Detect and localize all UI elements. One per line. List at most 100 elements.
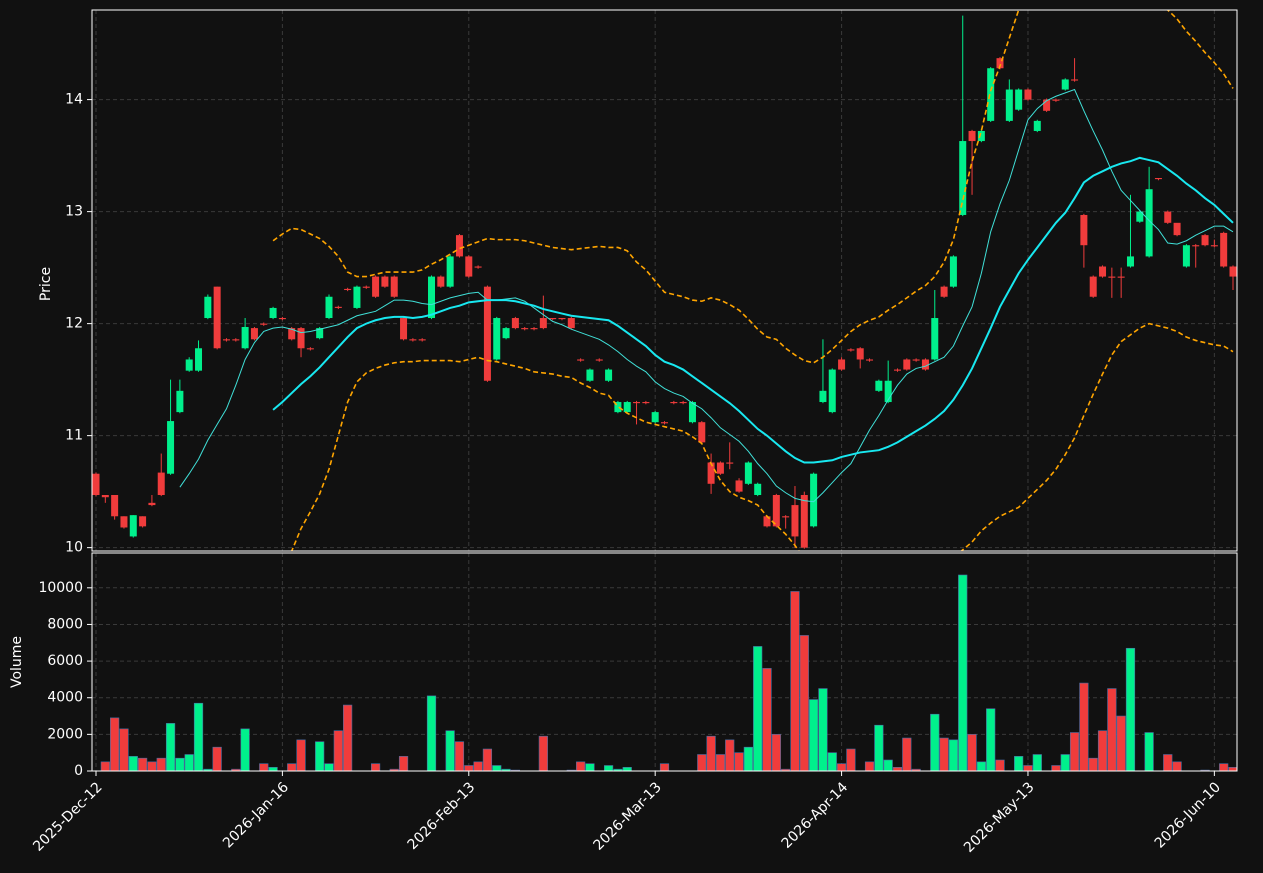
candle-body [418, 339, 426, 341]
volume-bar [874, 724, 884, 771]
candle-body [111, 494, 119, 517]
volume-bar [892, 767, 903, 771]
volume-bar [603, 765, 614, 771]
candle-body [1061, 79, 1069, 90]
volume-bar [110, 717, 120, 771]
candle-body [232, 339, 240, 341]
volume-bar [240, 728, 250, 771]
volume-bar [846, 748, 856, 771]
candle-body [120, 516, 128, 528]
candle-body [316, 328, 324, 339]
volume-bar [203, 768, 213, 771]
candle-body [754, 483, 762, 495]
volume-bar [389, 768, 399, 771]
volume-bar [818, 688, 828, 771]
candle-body [1099, 266, 1107, 277]
indicator-line [290, 322, 1234, 551]
candle-body [101, 494, 109, 498]
candle-body [623, 402, 631, 413]
volume-bar [426, 695, 437, 771]
candle-body [288, 328, 296, 340]
volume-bar [445, 730, 455, 771]
volume-tick-label: 8000 [47, 616, 83, 632]
volume-bar [175, 757, 185, 771]
volume-bar [967, 734, 977, 771]
candle-body [968, 130, 976, 142]
candle-body [698, 422, 706, 443]
indicator-line [179, 88, 1234, 503]
candle-body [213, 286, 221, 349]
candle-body [465, 256, 473, 277]
candle-body [260, 323, 268, 325]
candle-body [1015, 89, 1023, 110]
candle-body [344, 288, 352, 291]
x-tick-label: 2026-Jun-10 [1152, 779, 1224, 851]
volume-bar [799, 635, 809, 771]
volume-bar [473, 761, 483, 771]
candle-body [828, 369, 836, 413]
candle-body [148, 502, 156, 506]
candle-body [726, 462, 734, 464]
volume-bar [790, 591, 800, 771]
candle-body [362, 286, 370, 288]
candle-body [455, 235, 463, 257]
volume-bar [986, 708, 996, 771]
candle-body [1117, 276, 1125, 278]
volume-frame [91, 552, 1238, 772]
volume-bar [706, 735, 716, 771]
candles [92, 15, 1237, 549]
candle-body [325, 296, 333, 319]
candle-body [949, 256, 957, 287]
volume-bar [1051, 765, 1061, 771]
candle-body [1071, 79, 1079, 81]
candle-body [1136, 211, 1144, 222]
volume-bar [1125, 647, 1136, 771]
candle-body [493, 318, 501, 360]
price-tick-label: 11 [65, 428, 83, 444]
candle-body [1089, 276, 1097, 297]
volume-bar [464, 765, 474, 771]
volume-bar [1219, 763, 1229, 771]
candle-body [1024, 89, 1032, 100]
volume-bar [324, 763, 334, 771]
candle-body [521, 328, 529, 330]
candle-body [241, 326, 249, 349]
volume-bar [1228, 767, 1237, 771]
candle-body [381, 276, 389, 287]
candle-body [1126, 256, 1134, 267]
candle-body [931, 318, 939, 360]
candle-body [875, 380, 883, 391]
volume-bar [585, 763, 595, 771]
x-tick-label: 2026-Jan-16 [220, 779, 292, 851]
candle-body [642, 402, 650, 404]
volume-bar [1144, 732, 1154, 771]
candle-body [819, 390, 827, 403]
volume-bar [1097, 730, 1108, 771]
candle-body [390, 276, 398, 297]
candle-body [530, 328, 538, 330]
candle-body [511, 318, 519, 329]
candle-body [1154, 178, 1162, 180]
candle-body [167, 421, 175, 474]
candle-body [502, 328, 510, 339]
candle-body [129, 515, 137, 537]
candle-body [92, 473, 100, 495]
candle-body [810, 473, 818, 527]
volume-bar [743, 746, 753, 771]
volume-bar [864, 761, 875, 771]
candle-body [195, 348, 203, 371]
candle-body [893, 369, 901, 371]
candle-body [1192, 245, 1200, 247]
volume-bar [659, 763, 670, 771]
volume-bar [762, 668, 772, 771]
volume-bar [939, 737, 949, 771]
volume-tick-label: 10000 [38, 580, 83, 596]
candle-body [1182, 245, 1190, 267]
volume-bar [287, 763, 297, 771]
candle-body [1210, 245, 1218, 247]
volume-bar [100, 761, 110, 771]
volume-bar [1060, 754, 1070, 771]
candle-body [1173, 222, 1181, 236]
volume-bar [930, 713, 940, 771]
